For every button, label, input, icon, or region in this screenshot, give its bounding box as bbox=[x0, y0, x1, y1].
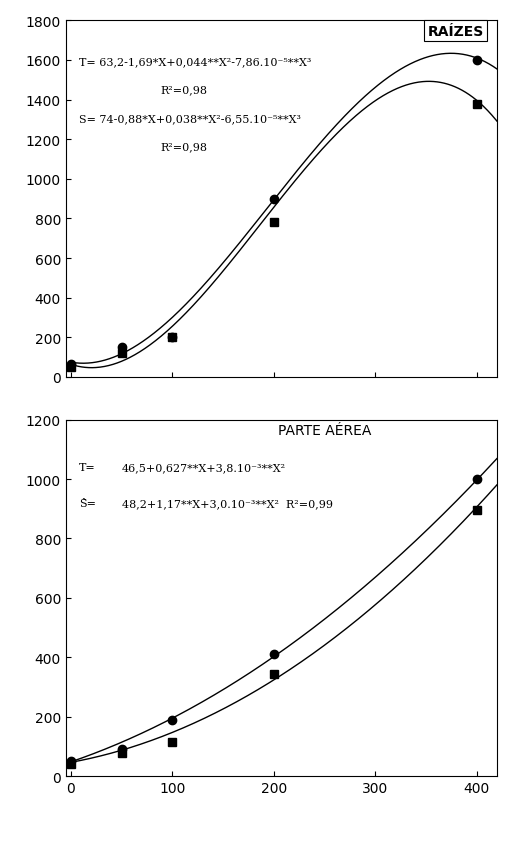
Text: R²=0,98: R²=0,98 bbox=[161, 85, 208, 96]
Text: 46,5+0,627**X+3,8.10⁻³**X²: 46,5+0,627**X+3,8.10⁻³**X² bbox=[122, 463, 286, 473]
Text: T=: T= bbox=[79, 463, 96, 473]
Text: Ŝ=: Ŝ= bbox=[79, 498, 96, 508]
Text: PARTE AÉREA: PARTE AÉREA bbox=[278, 424, 371, 438]
Text: R²=0,98: R²=0,98 bbox=[161, 142, 208, 153]
Text: S= 74-0,88*X+0,038**X²-6,55.10⁻⁵**X³: S= 74-0,88*X+0,038**X²-6,55.10⁻⁵**X³ bbox=[79, 114, 301, 124]
Text: 48,2+1,17**X+3,0.10⁻³**X²  R²=0,99: 48,2+1,17**X+3,0.10⁻³**X² R²=0,99 bbox=[122, 498, 333, 508]
Text: RAÍZES: RAÍZES bbox=[428, 25, 484, 39]
Text: T= 63,2-1,69*X+0,044**X²-7,86.10⁻⁵**X³: T= 63,2-1,69*X+0,044**X²-7,86.10⁻⁵**X³ bbox=[79, 57, 311, 67]
